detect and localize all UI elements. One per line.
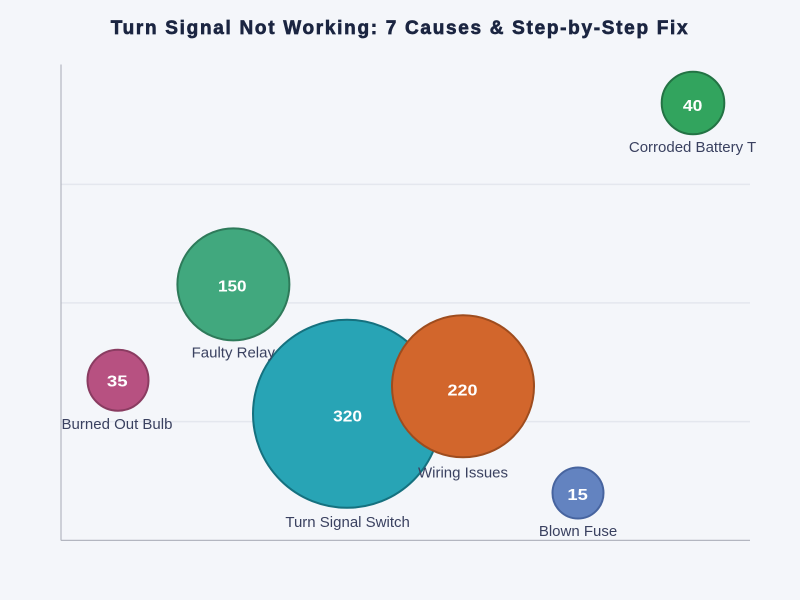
svg-text:35: 35 (107, 374, 128, 391)
svg-text:Turn Signal Switch: Turn Signal Switch (285, 514, 410, 531)
svg-text:Corroded Battery T: Corroded Battery T (629, 139, 756, 156)
svg-text:320: 320 (333, 409, 362, 426)
svg-text:15: 15 (567, 487, 588, 504)
svg-text:Turn Signal Not Working: 7 Cau: Turn Signal Not Working: 7 Causes & Step… (111, 18, 690, 39)
svg-text:40: 40 (683, 98, 703, 115)
svg-text:Wiring Issues: Wiring Issues (418, 464, 508, 481)
svg-text:Faulty Relay: Faulty Relay (192, 344, 276, 361)
svg-text:150: 150 (218, 279, 247, 296)
svg-text:220: 220 (448, 382, 478, 399)
svg-text:Blown Fuse: Blown Fuse (539, 523, 617, 540)
svg-text:Burned Out Bulb: Burned Out Bulb (62, 416, 173, 433)
